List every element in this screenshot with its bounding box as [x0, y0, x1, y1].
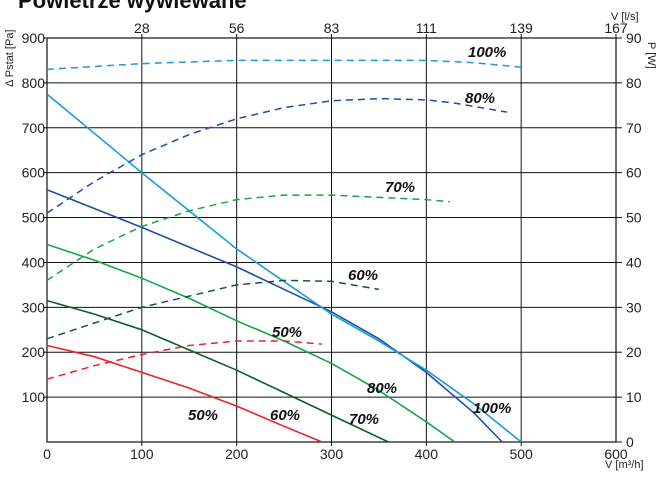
y-tick-label: 600	[22, 165, 46, 181]
pressure-curve-label: 100%	[473, 400, 511, 417]
x-tick-label: 600	[604, 446, 628, 462]
x2-tick-label: 56	[229, 20, 245, 36]
pressure-curve-50	[46, 344, 323, 443]
y-tick-label: 300	[22, 299, 46, 315]
y-tick-label: 400	[22, 254, 46, 270]
y-tick-label: 100	[22, 389, 46, 405]
x2-tick-label: 167	[604, 20, 628, 36]
y2-tick-label: 50	[626, 210, 642, 226]
top-axis-label: V [l/s]	[611, 11, 639, 23]
y2-tick-label: 90	[626, 30, 642, 46]
y-tick-label: 800	[22, 75, 46, 91]
y2-axis-label: P [W]	[645, 42, 657, 69]
x-axis-label: V [m³/h]	[605, 459, 644, 471]
tick-layer: 0 100 200 300 400 500 600100200300400500600700…	[22, 20, 642, 462]
x2-tick-label: 139	[509, 20, 533, 36]
x2-tick-label: 111	[416, 20, 437, 36]
power-curve-label: 60%	[348, 267, 378, 284]
power-curve-label: 80%	[465, 90, 495, 107]
x-tick-label: 200	[225, 446, 249, 462]
x-tick-label: 400	[415, 446, 439, 462]
y-axis-label: Δ Pstat [Pa]	[4, 30, 16, 88]
y2-tick-label: 30	[626, 299, 642, 315]
power-curve-label: 100%	[468, 44, 506, 61]
power-curve-80	[46, 97, 508, 214]
x-tick-label: 500	[509, 446, 533, 462]
pressure-curve-label: 80%	[367, 380, 397, 397]
pressure-curve-60	[46, 299, 389, 443]
y-tick-label: 500	[22, 210, 46, 226]
chart-title: Powietrze wywiewane	[18, 0, 247, 13]
power-curve-50	[46, 340, 323, 380]
x-tick-label: 300	[320, 446, 344, 462]
y2-tick-label: 0	[626, 434, 634, 450]
pressure-curve-100	[46, 93, 522, 443]
pressure-curve-80	[46, 188, 503, 443]
x-tick-label: 0	[43, 446, 51, 462]
power-curve-60	[46, 279, 380, 340]
y2-tick-label: 80	[626, 75, 642, 91]
series-layer	[46, 59, 522, 443]
pressure-curve-label: 50%	[188, 407, 218, 424]
y2-tick-label: 70	[626, 120, 642, 136]
power-curve-label: 50%	[272, 324, 302, 341]
y2-tick-label: 60	[626, 165, 642, 181]
power-curve-label: 70%	[385, 179, 415, 196]
y2-tick-label: 20	[626, 344, 642, 360]
y-tick-label: 200	[22, 344, 46, 360]
y-tick-label: 900	[22, 30, 46, 46]
y2-tick-label: 40	[626, 254, 642, 270]
x2-tick-label: 83	[324, 20, 340, 36]
y2-tick-label: 10	[626, 389, 642, 405]
power-curve-70	[46, 194, 451, 282]
pressure-curve-label: 70%	[349, 411, 379, 428]
pressure-curve-70	[46, 243, 456, 443]
pressure-curve-label: 60%	[270, 407, 300, 424]
label-layer: 50% 60% 70% 80% 100% 50% 60% 70% 80% 100%	[188, 44, 511, 428]
y-tick-label: 700	[22, 120, 46, 136]
x-tick-label: 100	[130, 446, 154, 462]
x2-tick-label: 28	[134, 20, 150, 36]
